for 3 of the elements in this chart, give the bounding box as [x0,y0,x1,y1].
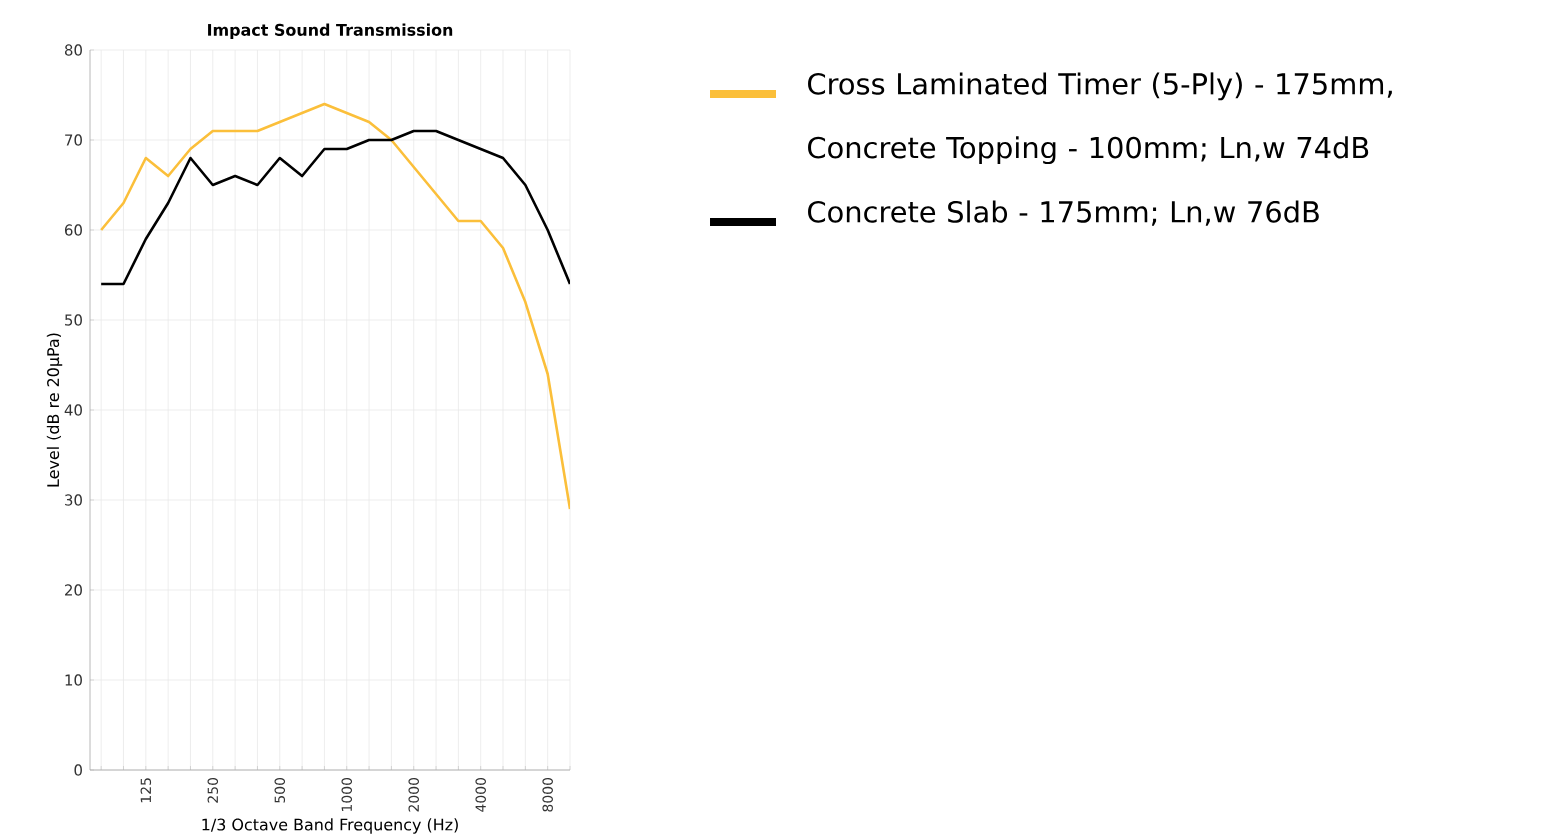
text: Cross Laminated Timer (5-Ply) - 175mm, Concrete Topping - 100mm; Ln,w 74dB [808,72,1392,164]
line-series [99,129,570,286]
legend-label: Concrete Slab - 175mm; Ln,w 76dB [808,200,1319,226]
